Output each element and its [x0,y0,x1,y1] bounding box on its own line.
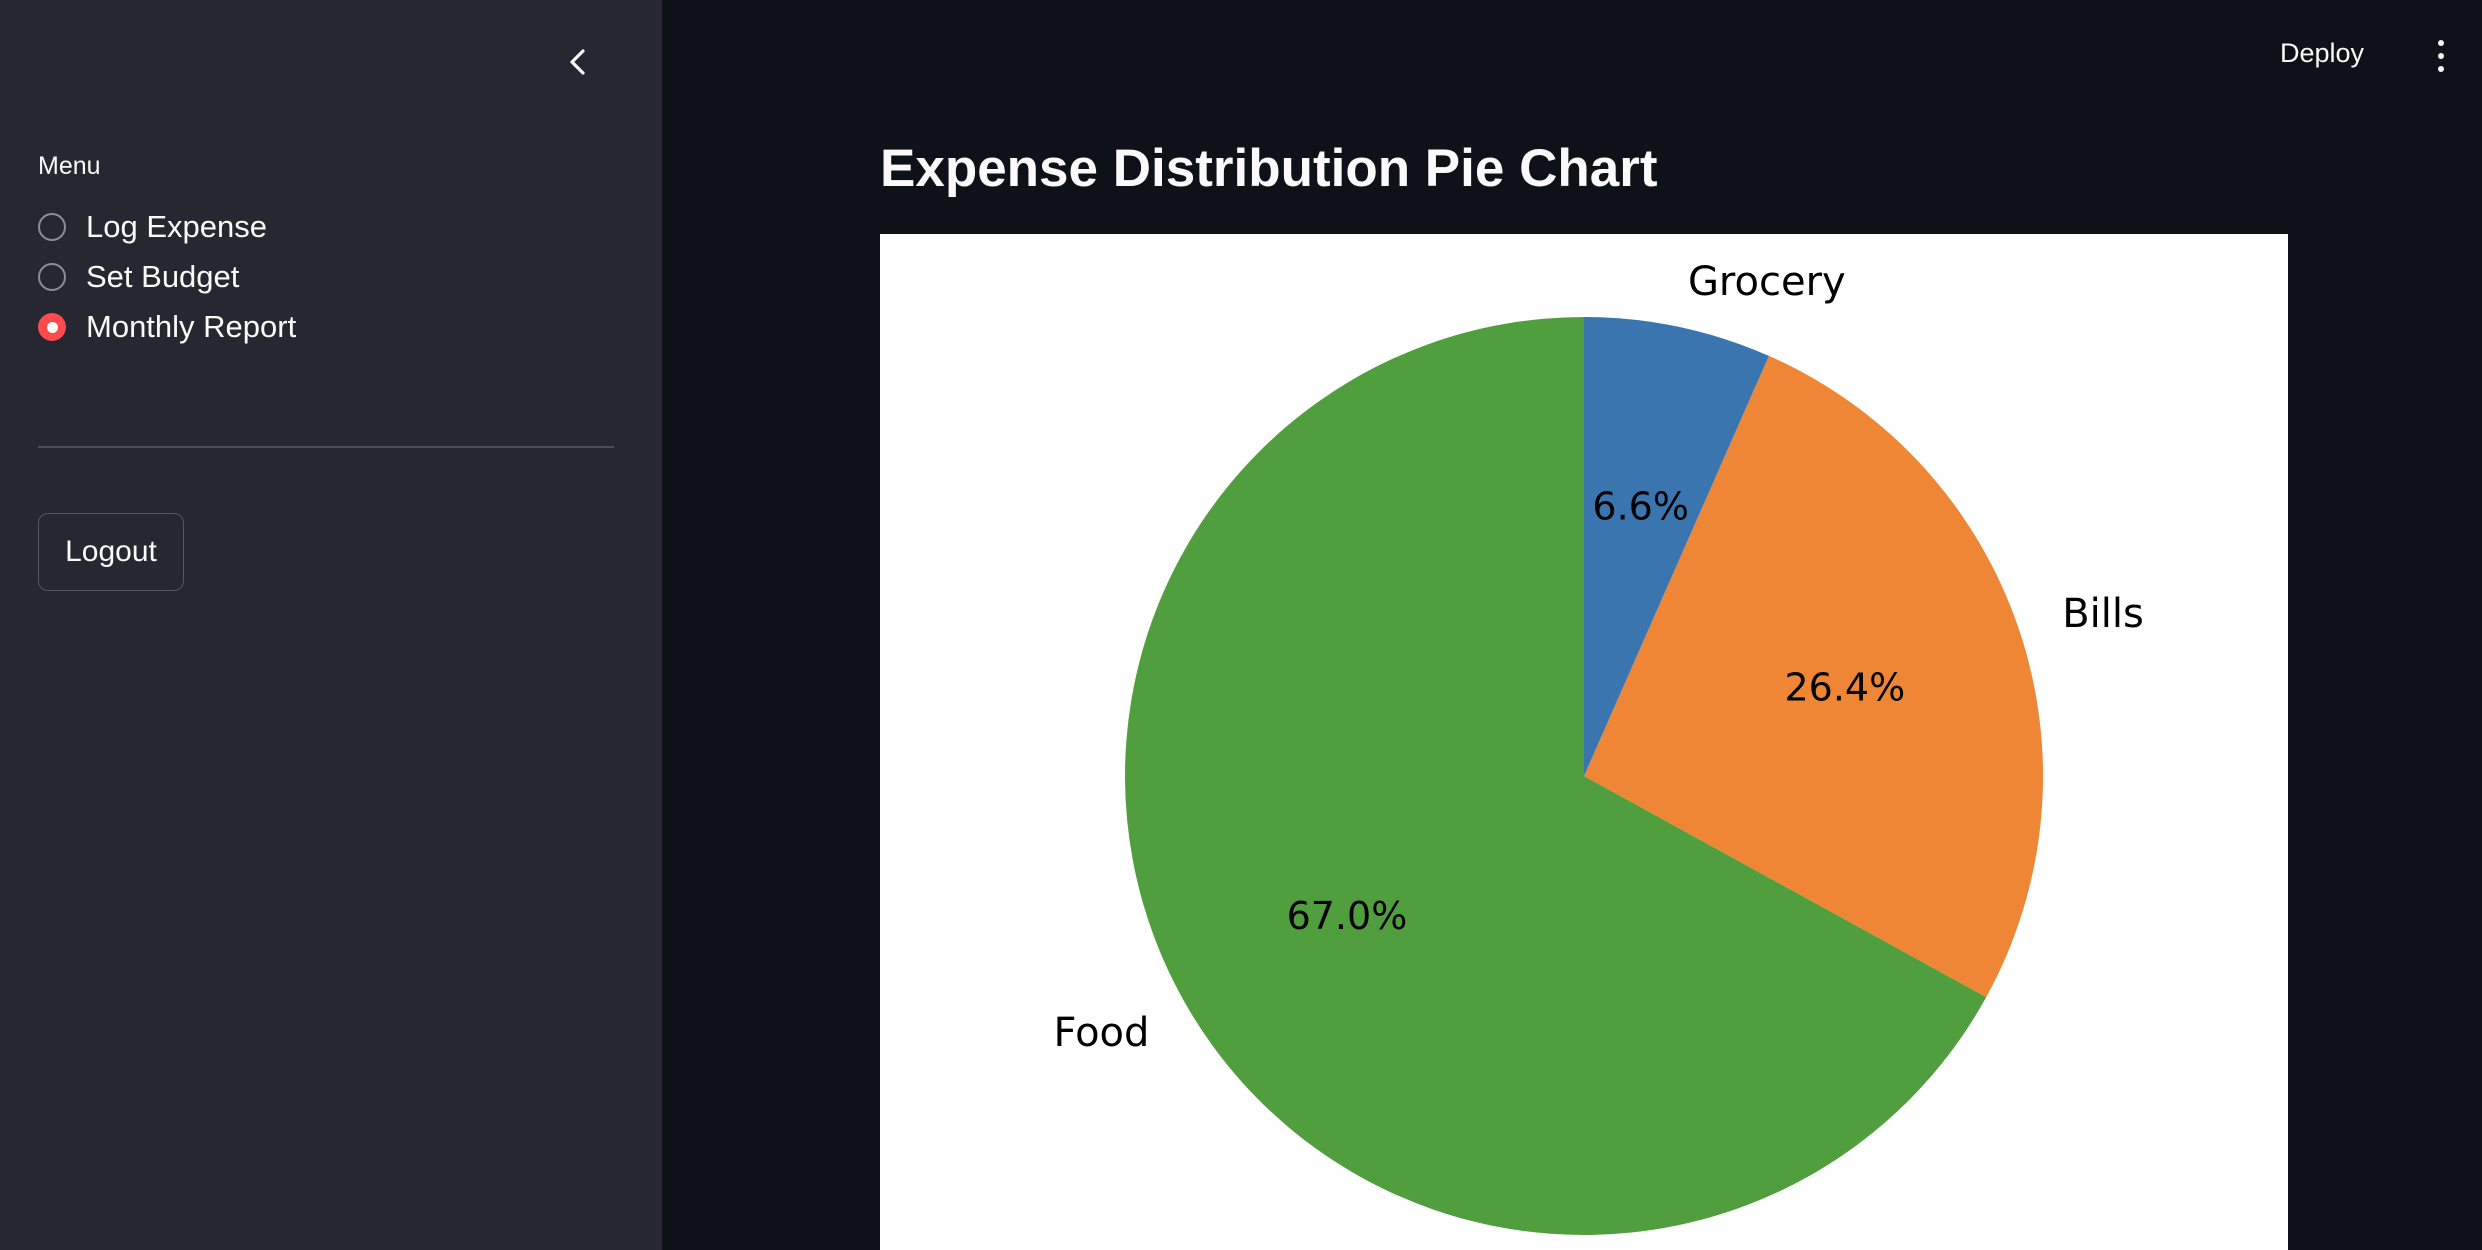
pie-percent-label: 26.4% [1784,666,1905,710]
logout-button[interactable]: Logout [38,513,184,591]
pie-slice-food [1125,317,1987,1235]
page-title: Expense Distribution Pie Chart [880,139,1658,198]
menu-label: Menu [38,152,101,180]
radio-label: Set Budget [86,259,240,294]
radio-button[interactable] [38,263,66,291]
deploy-button[interactable]: Deploy [2280,38,2365,68]
pie-slice-grocery [1584,317,1769,776]
pie-chart-card: 67.0% Food 26.4% Bills 6.6% Grocery [880,234,2288,1250]
chevron-left-icon [570,49,585,75]
pie-percent-label: 6.6% [1592,484,1689,528]
kebab-menu-icon[interactable] [2428,36,2454,76]
pie-category-label: Grocery [1688,259,1846,305]
radio-set-budget[interactable]: Set Budget [38,252,296,302]
pie-category-label: Food [1053,1010,1149,1056]
radio-monthly-report[interactable]: Monthly Report [38,302,296,352]
pie-slice-bills [1584,355,2043,998]
sidebar: Menu Log Expense Set Budget Monthly Repo… [0,0,662,1250]
menu-radio-group: Log Expense Set Budget Monthly Report [38,202,296,352]
sidebar-divider [38,446,614,448]
pie-chart: 67.0% Food 26.4% Bills 6.6% Grocery [1053,259,2144,1235]
radio-label: Log Expense [86,209,267,244]
radio-button[interactable] [38,213,66,241]
radio-label: Monthly Report [86,309,297,344]
pie-percent-label: 67.0% [1287,894,1408,938]
radio-log-expense[interactable]: Log Expense [38,202,296,252]
collapse-sidebar-button[interactable] [556,40,600,84]
radio-button-selected[interactable] [38,313,66,341]
pie-category-label: Bills [2062,591,2144,637]
